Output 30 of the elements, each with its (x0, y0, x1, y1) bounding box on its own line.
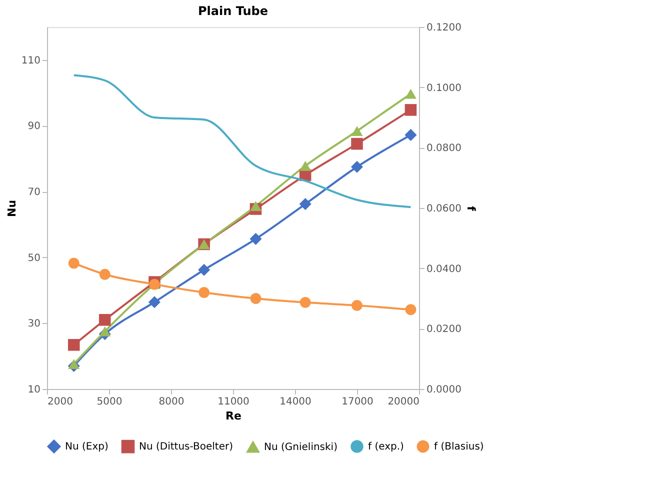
x-axis-title: Re (226, 410, 242, 422)
x-tick-label: 8000 (158, 396, 184, 408)
y2-tick-label: 0.0400 (426, 264, 462, 275)
y2-tick-label: 0.0000 (426, 384, 462, 396)
y-axis-title: Nu (5, 200, 18, 218)
y2-tick-label: 0.1000 (426, 82, 462, 94)
legend-label: Nu (Gnielinski) (264, 442, 338, 454)
y-tick-label: 50 (28, 252, 40, 264)
y-tick-label: 70 (28, 187, 40, 198)
chart-title: Plain Tube (198, 4, 268, 18)
legend-label: f (exp.) (368, 441, 404, 452)
x-tick-label: 14000 (280, 396, 312, 408)
legend-label: Nu (Dittus-Boelter) (139, 442, 234, 453)
y-tick-label: 10 (28, 384, 40, 396)
x-tick-label: 2000 (48, 396, 73, 408)
y2-tick-label: 0.0600 (426, 204, 462, 214)
y-tick-label: 110 (21, 55, 40, 66)
y-tick-label: 30 (28, 318, 40, 330)
y2-tick-label: 0.0800 (426, 143, 462, 154)
x-tick-label: 17000 (342, 396, 374, 408)
y2-axis-title: f (464, 206, 478, 212)
y2-tick-label: 0.1200 (426, 22, 462, 34)
y2-tick-label: 0.0200 (426, 324, 462, 336)
x-tick-label: 20000 (388, 396, 420, 408)
line-series (72, 74, 412, 208)
y-tick-label: 90 (28, 121, 40, 132)
x-tick-label: 11000 (218, 396, 250, 408)
legend-label: f (Blasius) (434, 442, 484, 453)
legend-label: Nu (Exp) (65, 441, 108, 452)
x-tick-label: 5000 (96, 396, 122, 408)
